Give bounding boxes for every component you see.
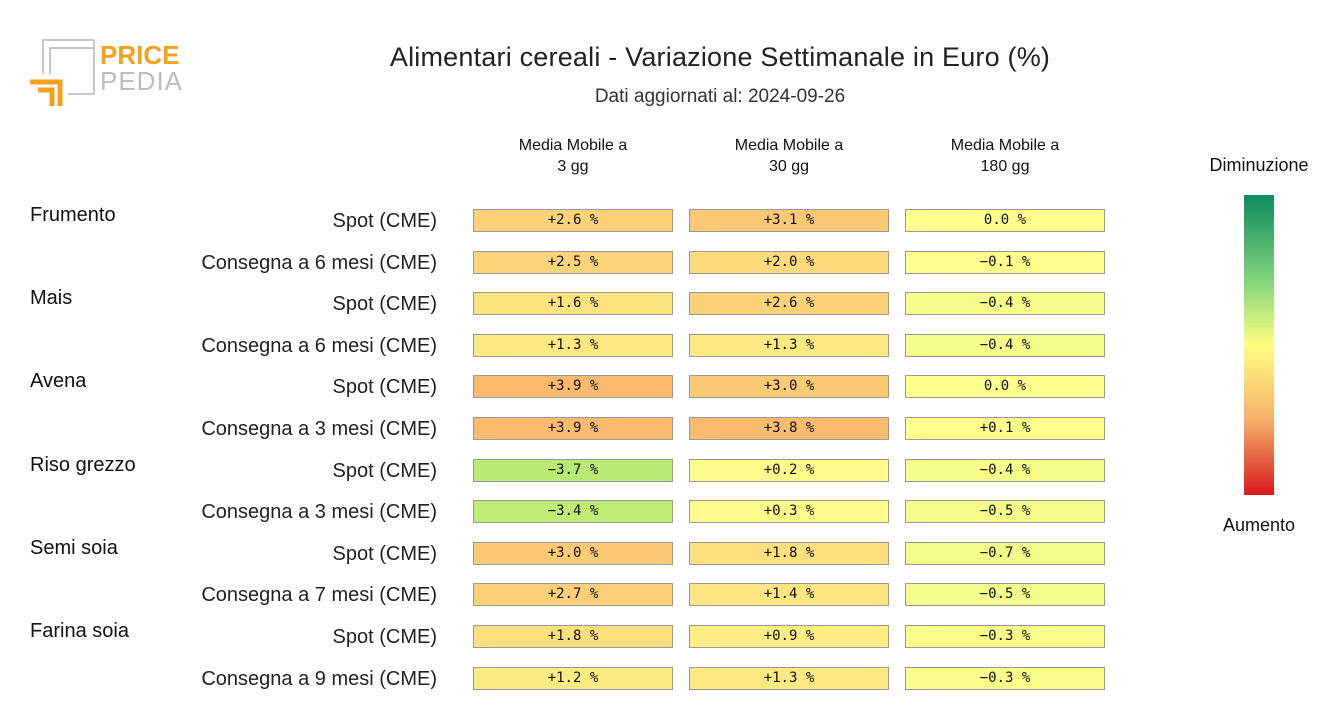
- legend-label-increase: Aumento: [1222, 515, 1296, 535]
- group-label: Frumento: [30, 204, 116, 226]
- heatmap-cell: +1.3 %: [689, 333, 889, 357]
- heatmap-cell: +2.6 %: [473, 209, 673, 232]
- heatmap-cell: +1.6 %: [473, 292, 673, 316]
- heatmap-cell: −0.1 %: [905, 250, 1105, 274]
- heatmap-cell: +2.0 %: [689, 250, 889, 274]
- color-scale-bar: [1244, 195, 1274, 495]
- row-label: Consegna a 6 mesi (CME): [201, 251, 437, 274]
- heatmap-cell: +1.8 %: [689, 541, 889, 565]
- row-label: Spot (CME): [332, 293, 437, 316]
- heatmap-cell: 0.0 %: [905, 209, 1105, 232]
- heatmap-cell: −3.4 %: [473, 500, 673, 524]
- row-label: Spot (CME): [332, 210, 437, 232]
- column-header: Media Mobile a 3 gg: [473, 135, 673, 177]
- row-label: Spot (CME): [332, 459, 437, 482]
- row-label: Consegna a 7 mesi (CME): [201, 584, 437, 607]
- column-header-line: Media Mobile a: [518, 137, 628, 154]
- column-header-line: 3 gg: [557, 158, 589, 175]
- heatmap-cell: +1.4 %: [689, 583, 889, 607]
- heatmap-cell: −0.7 %: [905, 541, 1105, 565]
- heatmap-cell: −0.5 %: [905, 583, 1105, 607]
- heatmap-cell: +3.1 %: [689, 209, 889, 232]
- group-label: Farina soia: [30, 620, 129, 642]
- heatmap-cell: +1.3 %: [473, 333, 673, 357]
- legend-label-decrease: Diminuzione: [1209, 155, 1309, 175]
- row-label: Consegna a 3 mesi (CME): [201, 418, 437, 440]
- heatmap-cell: +0.9 %: [689, 625, 889, 648]
- heatmap-cell: +2.7 %: [473, 583, 673, 607]
- row-label: Spot (CME): [332, 376, 437, 399]
- group-label: Riso grezzo: [30, 453, 136, 476]
- row-label: Consegna a 3 mesi (CME): [201, 501, 437, 524]
- heatmap-cell: +1.8 %: [473, 625, 673, 648]
- row-label: Spot (CME): [332, 542, 437, 565]
- svg-text:PEDIA: PEDIA: [100, 66, 183, 96]
- heatmap-cell: +3.8 %: [689, 417, 889, 440]
- heatmap-cell: +1.3 %: [689, 666, 889, 690]
- heatmap-cell: −0.4 %: [905, 458, 1105, 482]
- column-header-line: Media Mobile a: [950, 137, 1060, 154]
- heatmap-cell: +2.6 %: [689, 292, 889, 316]
- heatmap-cell: +3.0 %: [689, 375, 889, 399]
- heatmap-cell: +1.2 %: [473, 666, 673, 690]
- heatmap-cell: −0.3 %: [905, 666, 1105, 690]
- row-label: Consegna a 6 mesi (CME): [201, 334, 437, 357]
- heatmap-cell: −0.4 %: [905, 292, 1105, 316]
- heatmap-cell: 0.0 %: [905, 375, 1105, 399]
- heatmap-cell: +0.2 %: [689, 458, 889, 482]
- column-header: Media Mobile a 180 gg: [905, 135, 1105, 177]
- column-header-line: Media Mobile a: [734, 137, 844, 154]
- chart-subtitle: Dati aggiornati al: 2024-09-26: [594, 86, 846, 107]
- heatmap-cell: +3.9 %: [473, 375, 673, 399]
- pricepedia-logo: PRICE PEDIA: [30, 39, 183, 106]
- column-header-line: 30 gg: [768, 158, 810, 175]
- column-header: Media Mobile a 30 gg: [689, 135, 889, 177]
- heatmap-cell: +0.3 %: [689, 500, 889, 524]
- heatmap-cell: −0.5 %: [905, 500, 1105, 524]
- group-label: Avena: [30, 370, 87, 393]
- heatmap-cell: −0.4 %: [905, 333, 1105, 357]
- heatmap-cell: +2.5 %: [473, 250, 673, 274]
- chart-title: Alimentari cereali - Variazione Settiman…: [389, 42, 1051, 72]
- heatmap-cell: +3.9 %: [473, 417, 673, 440]
- heatmap-cell: −3.7 %: [473, 458, 673, 482]
- column-header-line: 180 gg: [980, 158, 1030, 175]
- heatmap-cell: −0.3 %: [905, 625, 1105, 648]
- svg-text:PRICE: PRICE: [100, 40, 179, 70]
- heatmap-cell: +3.0 %: [473, 541, 673, 565]
- row-label: Spot (CME): [332, 626, 437, 648]
- row-label: Consegna a 9 mesi (CME): [201, 667, 437, 690]
- group-label: Semi soia: [30, 536, 118, 559]
- heatmap-cell: +0.1 %: [905, 417, 1105, 440]
- group-label: Mais: [30, 287, 73, 310]
